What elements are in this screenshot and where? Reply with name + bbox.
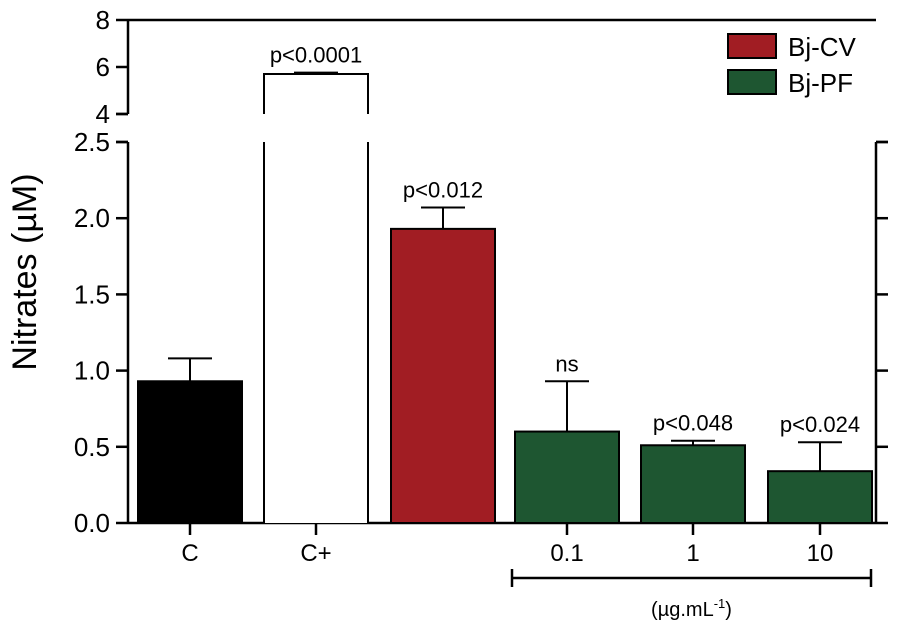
p-value-label-4: p<0.048 bbox=[653, 411, 733, 436]
error-bars-group bbox=[168, 71, 842, 472]
y-tick-label-lower-3: 1.5 bbox=[74, 279, 110, 309]
y-tick-label-lower-4: 2.0 bbox=[74, 203, 110, 233]
bar-0 bbox=[137, 380, 243, 524]
bar-5 bbox=[767, 470, 873, 524]
y-tick-label-lower-1: 0.5 bbox=[74, 432, 110, 462]
x-tick-label-4: 1 bbox=[686, 540, 699, 567]
x-tick-label-0: C bbox=[181, 540, 198, 567]
legend-swatch-1 bbox=[727, 69, 777, 95]
legend: Bj-CV Bj-PF bbox=[727, 32, 857, 98]
y-tick-label-upper-1: 6 bbox=[96, 52, 110, 82]
y-tick-label-lower-2: 1.0 bbox=[74, 356, 110, 386]
p-value-label-3: ns bbox=[555, 351, 578, 376]
y-tick-label-lower-0: 0.0 bbox=[74, 508, 110, 538]
x-tick-label-1: C+ bbox=[300, 540, 331, 567]
legend-label-0: Bj-CV bbox=[788, 32, 857, 62]
legend-label-1: Bj-PF bbox=[788, 68, 853, 98]
bars-group bbox=[137, 73, 873, 524]
x-tick-label-5: 10 bbox=[807, 540, 834, 567]
p-value-label-2: p<0.012 bbox=[403, 178, 483, 203]
bar-1-upper bbox=[264, 74, 368, 114]
y-tick-label-lower-5: 2.5 bbox=[74, 127, 110, 157]
bar-4 bbox=[640, 444, 746, 524]
bar-3 bbox=[514, 430, 620, 524]
labels-group: Nitrates (µM) Cp<0.0001 C+ p<0.012 ns 0.1 p<0.… bbox=[6, 43, 860, 621]
bar-1 bbox=[264, 142, 368, 523]
y-tick-label-upper-2: 8 bbox=[96, 5, 110, 35]
bar-2 bbox=[390, 227, 496, 524]
p-value-label-1: p<0.0001 bbox=[270, 43, 362, 68]
p-value-label-5: p<0.024 bbox=[780, 412, 860, 437]
x-tick-label-3: 0.1 bbox=[550, 540, 583, 567]
legend-swatch-0 bbox=[727, 33, 777, 59]
y-tick-label-upper-0: 4 bbox=[96, 99, 110, 129]
y-axis-title: Nitrates (µM) bbox=[6, 173, 44, 370]
concentration-unit-label: (µg.mL-1) bbox=[651, 596, 732, 621]
ticks-group: 0.0 0.5 1.0 1.5 2.0 2.54 6 8 bbox=[74, 5, 888, 538]
